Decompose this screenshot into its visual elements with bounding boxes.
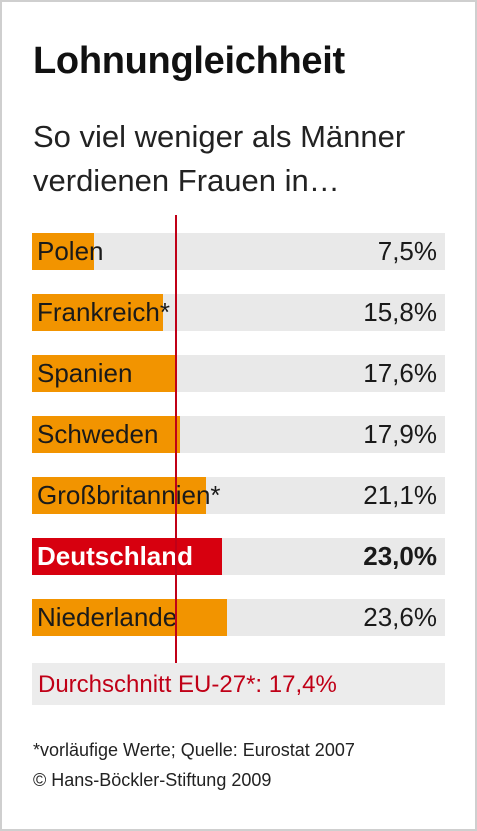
eu-average-box: Durchschnitt EU-27*: 17,4%: [32, 663, 445, 705]
bar-chart: Polen 7,5% Frankreich* 15,8% Spanien 17,6% Sch…: [32, 233, 445, 643]
bar: [32, 233, 94, 270]
value-label: 17,9%: [363, 419, 437, 449]
eu-average-label: Durchschnitt EU-27*: 17,4%: [38, 671, 337, 698]
category-label: Deutschland: [37, 541, 194, 571]
value-label: 21,1%: [363, 480, 437, 510]
chart-subtitle: So viel weniger als Männer verdienen Fra…: [33, 119, 406, 198]
eu-average-line: [174, 215, 177, 663]
source-note: *vorläufige Werte; Quelle: Eurostat 2007: [33, 740, 355, 760]
copyright-note: © Hans-Böckler-Stiftung 2009: [33, 770, 272, 790]
category-label: Frankreich*: [37, 297, 170, 327]
value-label: 7,5%: [377, 236, 437, 266]
bar-row: Schweden 17,9%: [32, 416, 445, 453]
value-label: 17,6%: [363, 358, 437, 388]
category-label: Polen: [37, 236, 104, 266]
bar-row: Großbritannien* 21,1%: [32, 477, 445, 514]
value-label: 23,6%: [363, 602, 437, 632]
bar-row: Polen 7,5%: [32, 233, 445, 270]
bar: [32, 355, 178, 392]
bar: [32, 538, 222, 575]
bar: [32, 294, 163, 331]
bar-row: Frankreich* 15,8%: [32, 294, 445, 331]
value-label: 15,8%: [363, 297, 437, 327]
category-label: Großbritannien*: [37, 480, 221, 510]
bar-row: Spanien 17,6%: [32, 355, 445, 392]
category-label: Schweden: [37, 419, 159, 449]
footnote: *vorläufige Werte; Quelle: Eurostat 2007…: [33, 735, 355, 795]
category-label: Niederlande: [37, 602, 178, 632]
bar: [32, 416, 180, 453]
bar-row: Niederlande 23,6%: [32, 599, 445, 636]
bar-row: Deutschland 23,0%: [32, 538, 445, 575]
bar: [32, 599, 227, 636]
value-label: 23,0%: [363, 541, 437, 571]
category-label: Spanien: [37, 358, 133, 388]
chart-title: Lohnungleichheit: [33, 40, 345, 82]
bar: [32, 477, 207, 514]
